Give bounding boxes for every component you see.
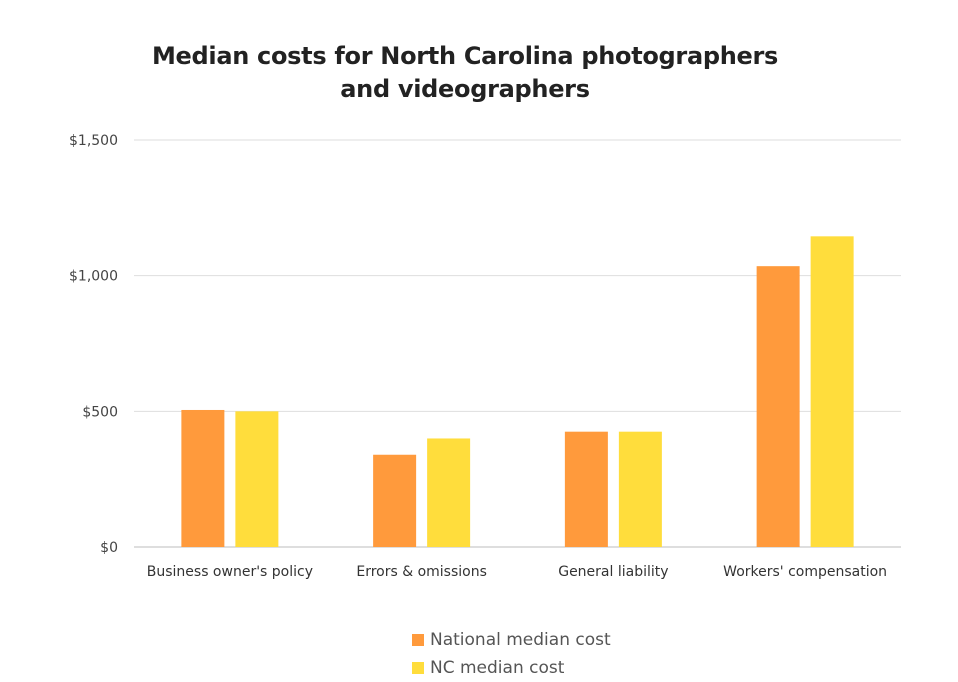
y-tick-label: $500: [82, 404, 118, 420]
bar-nc[interactable]: [810, 236, 854, 547]
legend-item-nc[interactable]: NC median cost: [412, 654, 611, 682]
x-tick-label: Errors & omissions: [356, 564, 487, 580]
bar-national[interactable]: [756, 266, 800, 547]
bar-nc[interactable]: [235, 411, 279, 547]
y-tick-label: $0: [100, 540, 118, 556]
legend-label-nc: NC median cost: [430, 658, 565, 678]
legend-item-national[interactable]: National median cost: [412, 626, 611, 654]
bar-nc[interactable]: [427, 438, 471, 547]
x-tick-label: Workers' compensation: [723, 564, 887, 580]
bar-national[interactable]: [564, 431, 608, 547]
legend-swatch-national: [412, 634, 424, 646]
y-tick-label: $1,500: [69, 133, 118, 149]
legend-label-national: National median cost: [430, 630, 611, 650]
chart-title: Median costs for North Carolina photogra…: [151, 42, 779, 103]
bar-national[interactable]: [181, 409, 225, 547]
x-tick-label: Business owner's policy: [147, 564, 313, 580]
legend: National median cost NC median cost: [412, 626, 611, 682]
bar-nc[interactable]: [618, 431, 662, 547]
bar-national[interactable]: [373, 454, 417, 547]
y-tick-label: $1,000: [69, 269, 118, 285]
legend-swatch-nc: [412, 662, 424, 674]
x-tick-label: General liability: [558, 564, 668, 580]
